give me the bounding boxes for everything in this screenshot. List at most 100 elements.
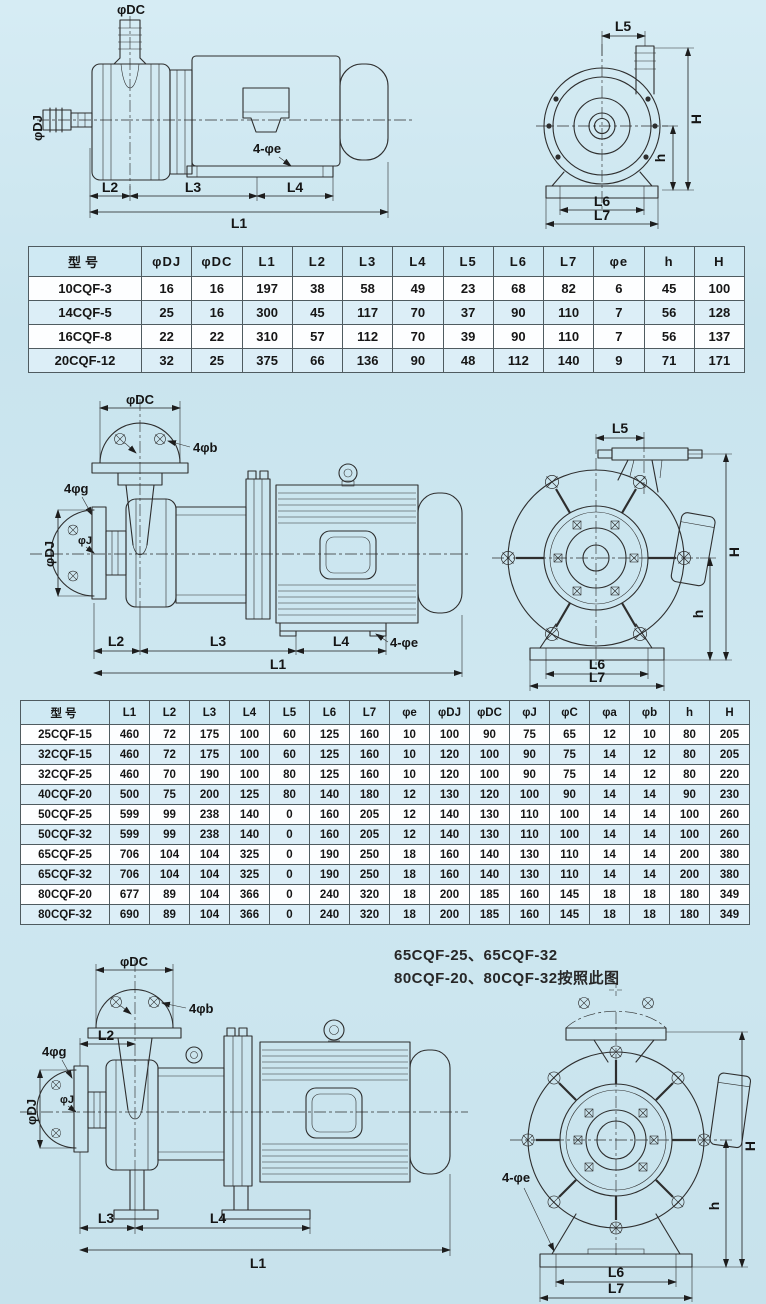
value-cell: 14: [629, 804, 670, 825]
value-cell: 68: [492, 276, 545, 301]
dimension-lines: [89, 148, 389, 218]
pump-casing: [105, 1027, 253, 1187]
table-row: 10CQF-3 16 16 197 38 58 49 23 68 82 6 45 100: [28, 276, 746, 301]
base-feet: [529, 623, 665, 661]
value-cell: 205: [709, 744, 750, 765]
value-cell: 136: [341, 348, 394, 373]
value-cell: 90: [509, 744, 550, 765]
value-cell: 130: [429, 784, 470, 805]
value-cell: 110: [542, 324, 595, 349]
column-header: L6: [492, 246, 545, 277]
value-cell: 25: [191, 348, 243, 373]
table-row: 14CQF-5 25 16 300 45 117 70 37 90 110 7 56 128: [28, 300, 746, 325]
value-cell: 130: [469, 804, 510, 825]
column-header: φb: [629, 700, 670, 725]
table-row: 25CQF-15 460 72 175 100 60 125 160 10 100 90 75 65 12…: [20, 724, 750, 745]
model-cell: 14CQF-5: [28, 300, 142, 325]
value-cell: 70: [392, 324, 444, 349]
value-cell: 100: [229, 724, 270, 745]
table-row: 80CQF-20 677 89 104 366 0 240 320 18 200 185 160 145…: [20, 884, 750, 905]
dim-label-l6: L6: [608, 1264, 625, 1280]
dimension-table-small-pumps: 型号 φDJ φDC L1 L2 L3 L4 L5 L6 L7 φe h H 10CQF-3 16 16 197…: [28, 246, 746, 373]
dim-label-phidj: φDJ: [30, 115, 45, 141]
value-cell: 349: [709, 884, 750, 905]
value-cell: 10: [389, 744, 430, 765]
value-cell: 140: [229, 804, 270, 825]
pump-side-view-drawing-2: φDC 4φb 4φg φJ φDJ: [30, 392, 470, 677]
dim-label-l4: L4: [210, 1210, 227, 1226]
model-cell: 32CQF-25: [20, 764, 110, 785]
value-cell: 160: [309, 824, 350, 845]
column-header: L2: [149, 700, 190, 725]
dimension-lines: [545, 31, 694, 229]
suction-flange: 4φg φJ: [50, 481, 127, 600]
column-header: h: [643, 246, 695, 277]
value-cell: 599: [109, 804, 150, 825]
dim-label-phidc: φDC: [120, 954, 149, 969]
value-cell: 104: [189, 844, 230, 865]
value-cell: 14: [629, 844, 670, 865]
value-cell: 18: [629, 884, 670, 905]
dimension-lines: [93, 601, 463, 677]
dim-label-l6: L6: [589, 656, 606, 672]
model-cell: 50CQF-25: [20, 804, 110, 825]
value-cell: 375: [241, 348, 293, 373]
value-cell: 12: [389, 804, 430, 825]
value-cell: 7: [593, 324, 645, 349]
pump-front-view-drawing-2: L5 H h L6 L7: [492, 420, 742, 691]
dim-label-l3: L3: [185, 179, 202, 195]
value-cell: 12: [589, 724, 630, 745]
value-cell: 16: [191, 300, 243, 325]
value-cell: 200: [429, 884, 470, 905]
value-cell: 99: [149, 824, 190, 845]
value-cell: 140: [469, 864, 510, 885]
column-header: φDC: [469, 700, 510, 725]
value-cell: 110: [549, 864, 590, 885]
value-cell: 39: [442, 324, 494, 349]
value-cell: 18: [389, 904, 430, 925]
value-cell: 90: [469, 724, 510, 745]
value-cell: 14: [589, 804, 630, 825]
value-cell: 104: [189, 864, 230, 885]
value-cell: 220: [709, 764, 750, 785]
value-cell: 16: [191, 276, 243, 301]
value-cell: 38: [291, 276, 344, 301]
terminal-box: [670, 512, 716, 587]
header-row: 型号 L1 L2 L3 L4 L5 L6 L7 φe φDJ φDC φJ φC φa φb h H: [20, 700, 750, 725]
dim-label-l7: L7: [589, 669, 606, 685]
dim-label-l2: L2: [98, 1027, 115, 1043]
value-cell: 380: [709, 844, 750, 865]
value-cell: 70: [392, 300, 444, 325]
value-cell: 22: [140, 324, 193, 349]
value-cell: 100: [669, 824, 710, 845]
header-row: 型号 φDJ φDC L1 L2 L3 L4 L5 L6 L7 φe h H: [28, 246, 746, 277]
model-cell: 20CQF-12: [28, 348, 142, 373]
value-cell: 18: [589, 904, 630, 925]
value-cell: 104: [189, 884, 230, 905]
value-cell: 14: [589, 864, 630, 885]
value-cell: 18: [629, 904, 670, 925]
column-header: L6: [309, 700, 350, 725]
column-header: L5: [442, 246, 494, 277]
value-cell: 0: [269, 884, 310, 905]
value-cell: 160: [309, 804, 350, 825]
dim-label-l1: L1: [250, 1255, 267, 1271]
dim-label-mount-holes: 4-φe: [253, 141, 281, 156]
value-cell: 60: [269, 724, 310, 745]
value-cell: 6: [593, 276, 645, 301]
motor-assembly: [169, 55, 389, 175]
value-cell: 120: [429, 744, 470, 765]
value-cell: 112: [492, 348, 545, 373]
value-cell: 190: [309, 844, 350, 865]
value-cell: 110: [542, 300, 595, 325]
table-row: 40CQF-20 500 75 200 125 80 140 180 12 130 120 100 90…: [20, 784, 750, 805]
value-cell: 125: [309, 744, 350, 765]
value-cell: 110: [509, 804, 550, 825]
value-cell: 10: [629, 724, 670, 745]
value-cell: 65: [549, 724, 590, 745]
value-cell: 100: [693, 276, 746, 301]
pump-casing: [125, 470, 271, 620]
dim-label-4phib: 4φb: [193, 440, 218, 455]
value-cell: 130: [509, 864, 550, 885]
value-cell: 366: [229, 884, 270, 905]
